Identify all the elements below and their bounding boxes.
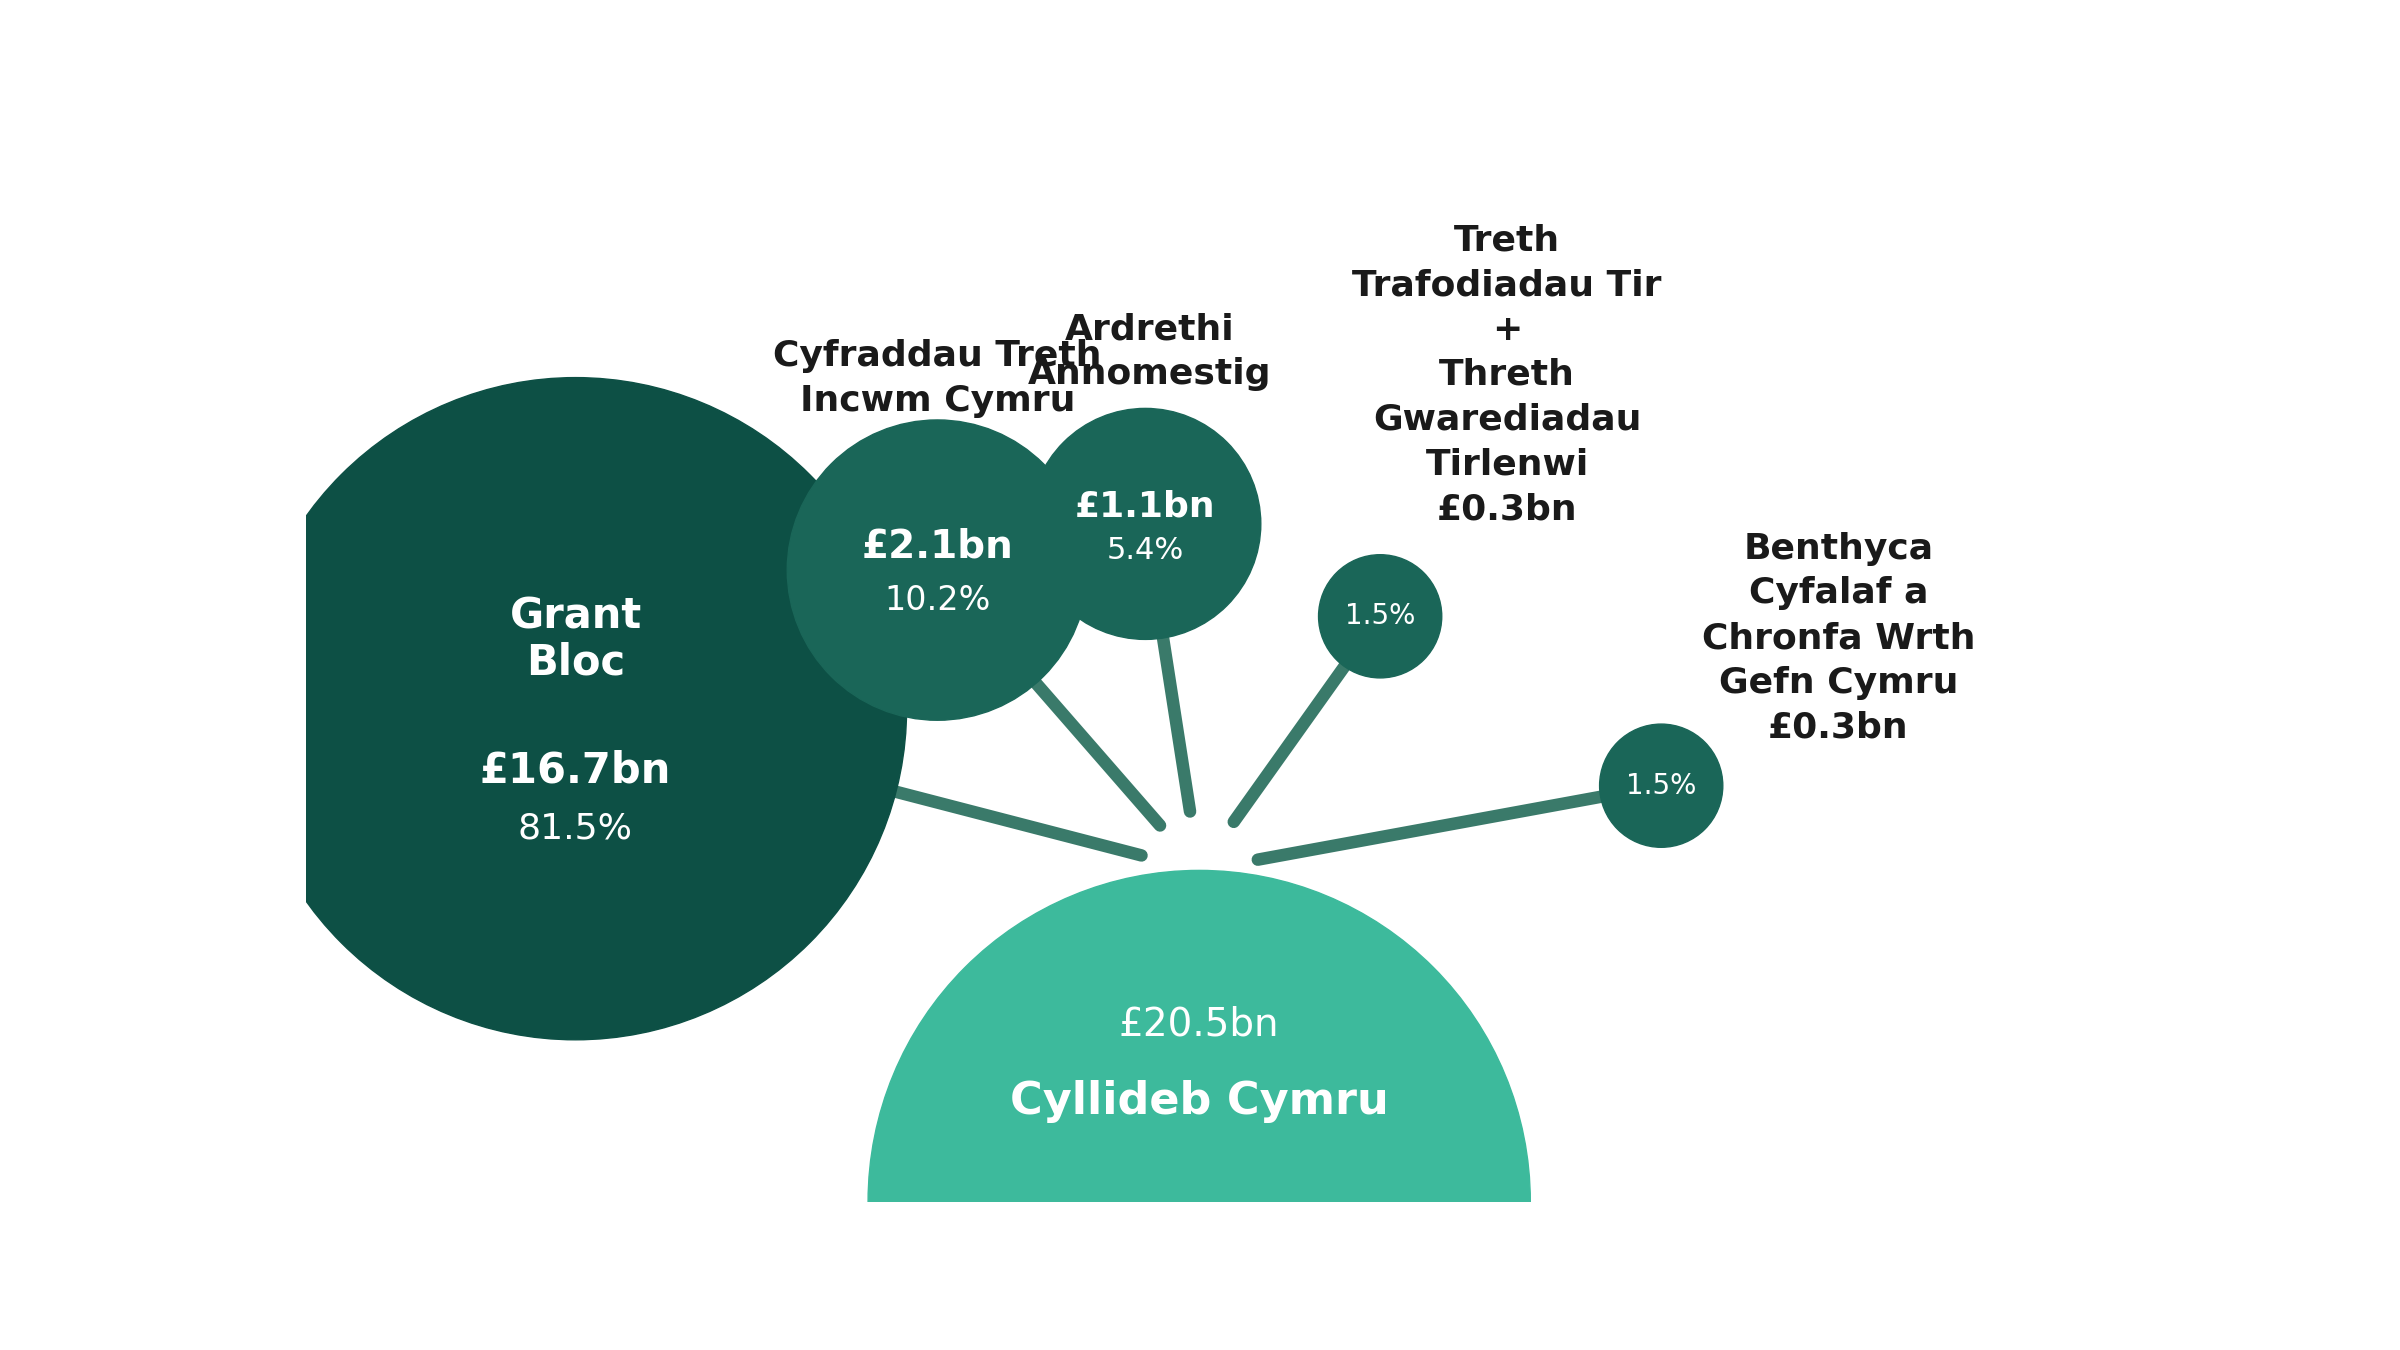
Circle shape [245, 378, 907, 1040]
Text: Treth
Trafodiadau Tir
+
Threth
Gwarediadau
Tirlenwi
£0.3bn: Treth Trafodiadau Tir + Threth Gwarediad… [1354, 224, 1661, 526]
Text: Ardrethi
Annomestig: Ardrethi Annomestig [1027, 312, 1272, 392]
Text: Cyfraddau Treth
Incwm Cymru: Cyfraddau Treth Incwm Cymru [773, 339, 1102, 418]
Circle shape [1318, 555, 1442, 678]
Text: Cyllideb Cymru: Cyllideb Cymru [1010, 1080, 1390, 1123]
Text: Bloc: Bloc [526, 641, 624, 683]
Text: £20.5bn: £20.5bn [1118, 1006, 1279, 1044]
Text: 1.5%: 1.5% [1344, 602, 1416, 630]
Text: 10.2%: 10.2% [883, 585, 991, 617]
Text: £2.1bn: £2.1bn [862, 528, 1013, 566]
Circle shape [1601, 724, 1723, 848]
Text: 81.5%: 81.5% [518, 811, 634, 845]
Text: Benthyca
Cyfalaf a
Chronfa Wrth
Gefn Cymru
£0.3bn: Benthyca Cyfalaf a Chronfa Wrth Gefn Cym… [1702, 532, 1975, 745]
Text: £1.1bn: £1.1bn [1075, 490, 1217, 524]
Circle shape [1030, 409, 1260, 640]
Circle shape [869, 871, 1531, 1350]
Text: 5.4%: 5.4% [1106, 536, 1183, 566]
Text: 1.5%: 1.5% [1627, 772, 1697, 799]
Circle shape [787, 420, 1087, 721]
Text: £16.7bn: £16.7bn [480, 749, 672, 791]
Text: Grant: Grant [509, 595, 641, 637]
